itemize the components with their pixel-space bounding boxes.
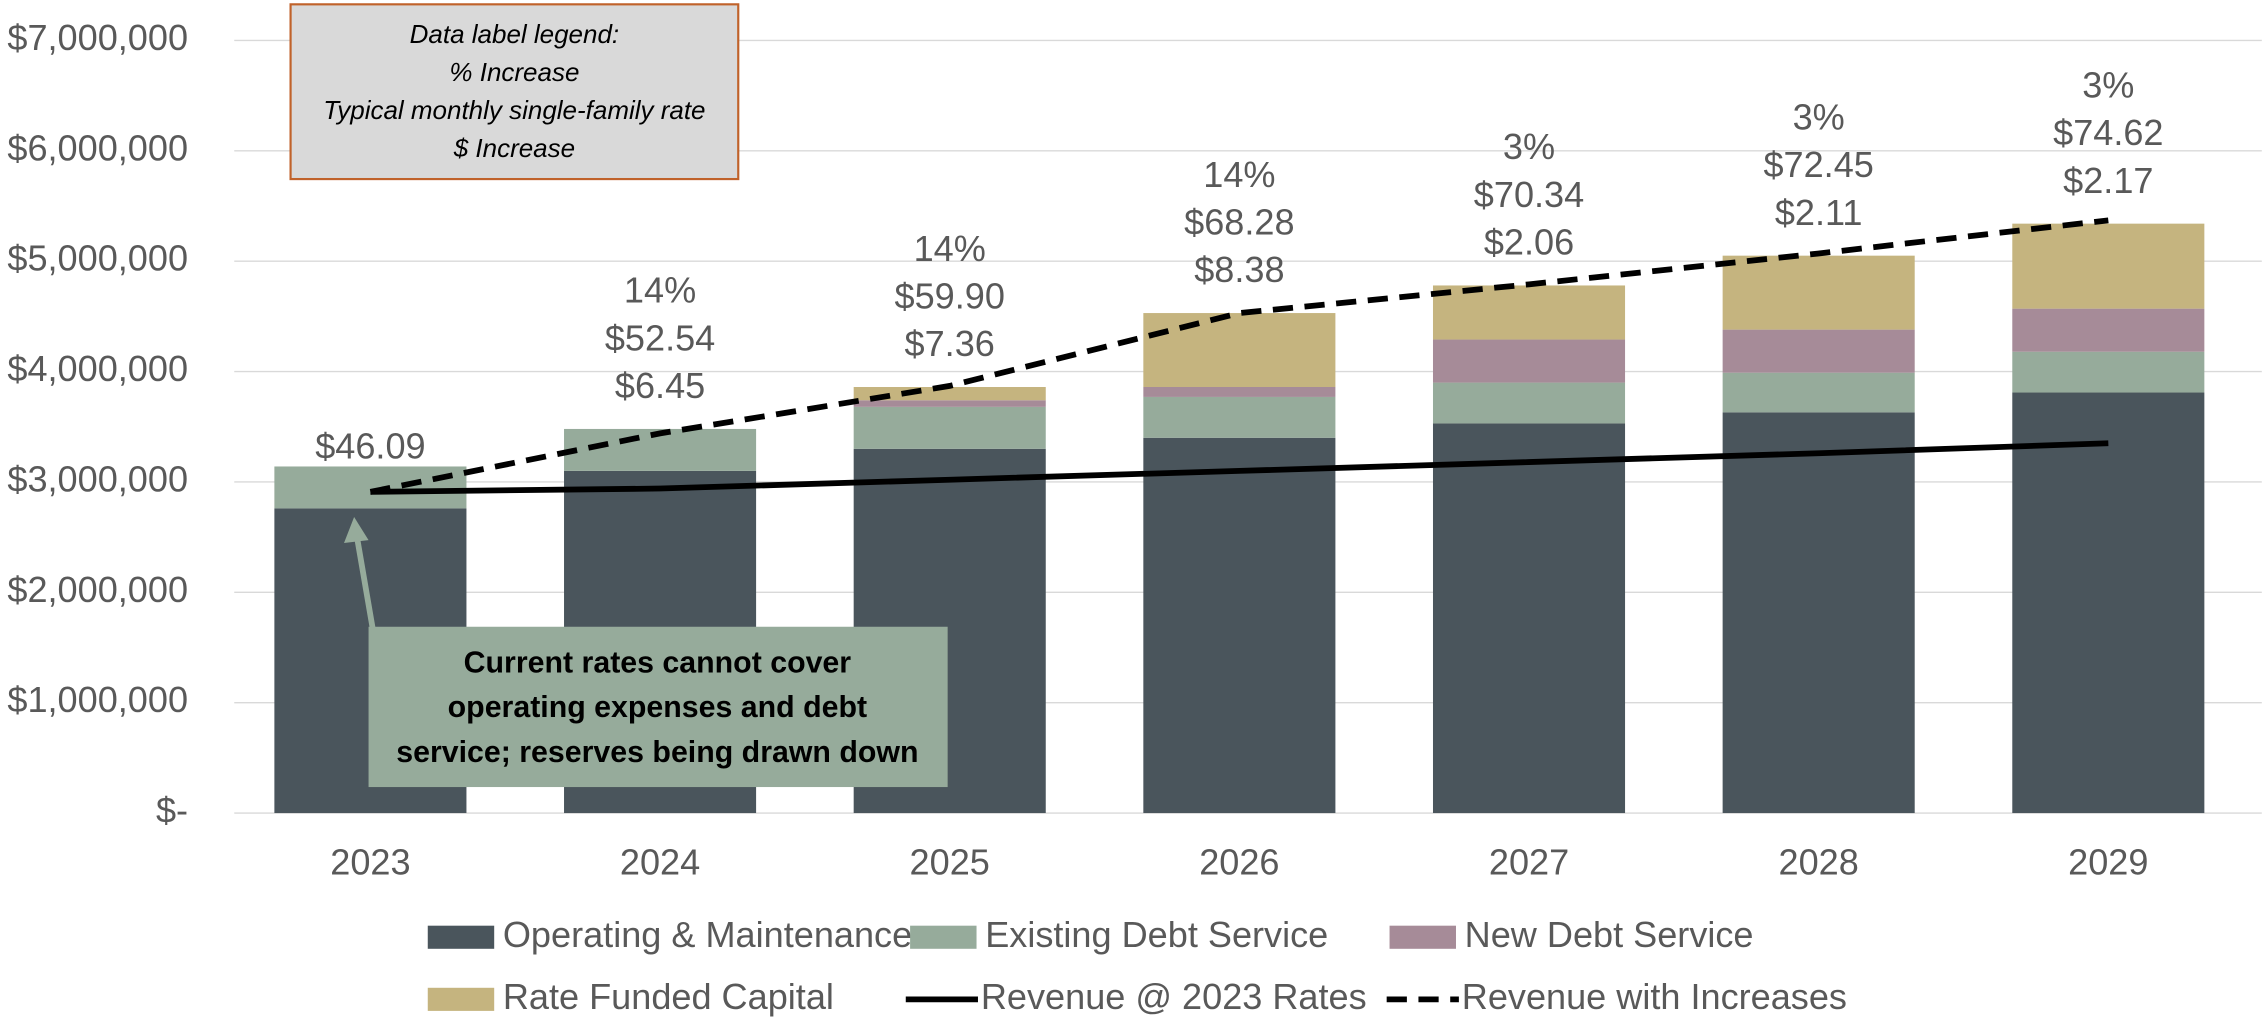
bar-segment xyxy=(1432,382,1626,424)
bar-segment xyxy=(853,400,1046,407)
bar-segment xyxy=(2012,351,2205,393)
bar-segment xyxy=(1143,437,1336,814)
y-tick-label: $- xyxy=(156,790,188,831)
y-tick-label: $2,000,000 xyxy=(7,569,188,610)
legend-swatch xyxy=(427,987,495,1011)
data-label: $52.54 xyxy=(605,317,715,358)
data-label: $2.11 xyxy=(1775,192,1863,233)
x-tick-label: 2028 xyxy=(1779,842,1859,883)
bar-segment xyxy=(1722,372,1915,413)
x-tick-label: 2024 xyxy=(620,842,700,883)
data-label: 14% xyxy=(624,270,696,311)
data-label: $2.06 xyxy=(1484,222,1574,263)
annotation-text: operating expenses and debt xyxy=(448,691,867,724)
bar-segment xyxy=(2012,223,2205,309)
bar-segment xyxy=(274,466,467,509)
data-label: $46.09 xyxy=(315,426,425,467)
legend-label: Rate Funded Capital xyxy=(503,976,834,1017)
bar-segment xyxy=(1432,339,1626,383)
bar-segment xyxy=(853,406,1046,449)
data-label: $6.45 xyxy=(615,365,705,406)
data-label: $68.28 xyxy=(1184,201,1294,242)
label-legend-box xyxy=(289,3,740,181)
bar-segment xyxy=(1143,387,1336,397)
legend-label: Revenue @ 2023 Rates xyxy=(981,976,1367,1017)
data-label: $70.34 xyxy=(1474,174,1584,215)
data-label: $2.17 xyxy=(2063,160,2153,201)
x-tick-label: 2023 xyxy=(330,842,410,883)
bar-segment xyxy=(853,387,1046,401)
data-label: 3% xyxy=(2082,64,2134,105)
y-tick-label: $4,000,000 xyxy=(7,348,188,389)
legend-swatch xyxy=(1389,925,1456,949)
label-legend-text: % Increase xyxy=(449,57,579,87)
legend-swatch xyxy=(427,925,495,949)
y-tick-label: $7,000,000 xyxy=(7,17,188,58)
annotation-text: service; reserves being drawn down xyxy=(396,736,918,769)
x-tick-label: 2027 xyxy=(1489,842,1569,883)
data-label: $8.38 xyxy=(1194,249,1284,290)
data-label: 3% xyxy=(1503,126,1555,167)
data-label: $72.45 xyxy=(1763,144,1873,185)
legend-label: Existing Debt Service xyxy=(985,914,1328,955)
annotation-text: Current rates cannot cover xyxy=(464,646,852,679)
line xyxy=(369,217,2109,495)
legend-label: Operating & Maintenance xyxy=(503,914,912,955)
annotation-arrow xyxy=(354,536,376,631)
legend-label: New Debt Service xyxy=(1465,914,1754,955)
labels: $- $1,000,000 $2,000,000 $3,000,000 $4,000,0… xyxy=(7,3,2164,1017)
x-tick-label: 2026 xyxy=(1199,842,1279,883)
line xyxy=(370,440,2109,495)
bar-segment xyxy=(1143,396,1336,438)
data-label: 14% xyxy=(1203,154,1275,195)
data-label: $7.36 xyxy=(905,323,995,364)
y-tick-label: $1,000,000 xyxy=(7,679,188,720)
x-tick-label: 2029 xyxy=(2068,842,2148,883)
bar-segment xyxy=(1722,412,1915,814)
bar-segment xyxy=(1143,313,1336,388)
label-legend-text: $ Increase xyxy=(453,133,575,163)
data-label: 14% xyxy=(914,228,986,269)
data-label: $59.90 xyxy=(895,275,1005,316)
bar-segment xyxy=(1722,329,1915,373)
y-tick-label: $5,000,000 xyxy=(7,238,188,279)
data-label: 3% xyxy=(1793,96,1845,137)
y-tick-label: $6,000,000 xyxy=(7,127,188,168)
data-label: $74.62 xyxy=(2053,112,2163,153)
legend-swatch xyxy=(910,925,977,949)
bar-segment xyxy=(1432,285,1626,340)
label-legend-text: Data label legend: xyxy=(410,19,619,49)
x-tick-label: 2025 xyxy=(910,842,990,883)
bar-segment xyxy=(2012,392,2205,814)
bar-segment xyxy=(1722,255,1915,330)
legend-label: Revenue with Increases xyxy=(1462,976,1847,1017)
annotation-box xyxy=(368,626,948,788)
bar-segment xyxy=(1432,423,1626,814)
y-tick-label: $3,000,000 xyxy=(7,458,188,499)
bar-segment xyxy=(2012,308,2205,352)
annotation-arrowhead xyxy=(344,516,369,543)
label-legend-text: Typical monthly single-family rate xyxy=(323,95,705,125)
